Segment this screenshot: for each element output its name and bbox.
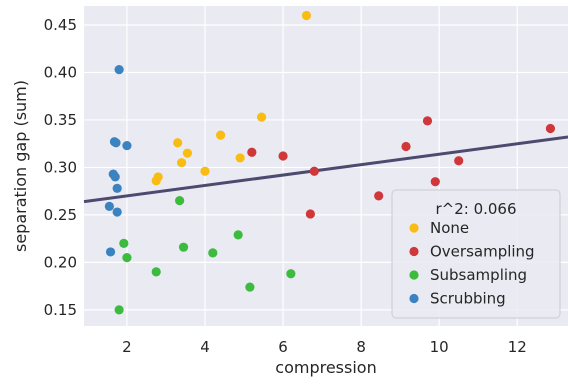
- legend-marker-none: [409, 223, 419, 233]
- point-scrubbing: [105, 247, 116, 257]
- point-subsampling: [233, 230, 243, 240]
- x-tick-label: 10: [430, 338, 449, 356]
- legend-label-subsampling: Subsampling: [430, 266, 527, 284]
- x-tick-label: 2: [122, 338, 132, 356]
- point-subsampling: [286, 269, 296, 279]
- x-tick-labels: 2 4 6 8 10 12: [122, 338, 527, 356]
- fit-line-layer: [83, 135, 568, 204]
- point-oversampling: [401, 141, 411, 152]
- y-tick-label: 0.25: [44, 206, 77, 224]
- x-tick-label: 12: [508, 338, 527, 356]
- legend: r^2: 0.066 None Oversampling Subsampling Sc…: [391, 189, 561, 319]
- regression-line: [83, 135, 568, 204]
- point-none: [256, 112, 267, 122]
- point-subsampling: [122, 253, 132, 263]
- point-oversampling: [545, 123, 556, 134]
- point-none: [301, 10, 312, 21]
- y-tick-label: 0.45: [44, 16, 77, 34]
- y-tick-labels: 0.15 0.20 0.25 0.30 0.35 0.40 0.45: [44, 16, 77, 319]
- point-oversampling: [278, 151, 288, 161]
- point-oversampling: [247, 147, 257, 157]
- point-scrubbing: [104, 201, 114, 211]
- x-axis-label: compression: [275, 358, 376, 377]
- legend-box: [391, 189, 561, 319]
- point-subsampling: [151, 267, 161, 277]
- y-tick-label: 0.30: [44, 158, 77, 176]
- point-scrubbing: [110, 172, 120, 182]
- y-tick-label: 0.35: [44, 111, 77, 129]
- point-subsampling: [175, 196, 185, 206]
- point-scrubbing: [111, 138, 121, 148]
- legend-label-none: None: [430, 219, 469, 237]
- point-oversampling: [305, 209, 315, 219]
- legend-marker-oversampling: [409, 246, 419, 257]
- y-axis-label: separation gap (sum): [11, 80, 30, 252]
- legend-marker-subsampling: [409, 270, 419, 280]
- x-tick-label: 4: [200, 338, 210, 356]
- point-scrubbing: [112, 183, 122, 193]
- point-subsampling: [119, 238, 129, 248]
- legend-marker-scrubbing: [409, 293, 419, 304]
- point-subsampling: [208, 248, 218, 258]
- point-subsampling: [245, 282, 255, 292]
- y-tick-label: 0.20: [44, 253, 77, 271]
- x-tick-label: 6: [278, 338, 288, 356]
- point-none: [153, 172, 163, 182]
- point-none: [235, 153, 245, 163]
- point-subsampling: [178, 242, 189, 252]
- legend-title: r^2: 0.066: [435, 200, 516, 218]
- data-points: [104, 10, 556, 315]
- point-scrubbing: [112, 207, 122, 217]
- point-none: [173, 138, 183, 148]
- legend-label-scrubbing: Scrubbing: [430, 290, 506, 308]
- point-oversampling: [374, 191, 384, 201]
- y-tick-label: 0.40: [44, 63, 77, 81]
- point-oversampling: [430, 177, 440, 187]
- point-oversampling: [309, 166, 319, 176]
- point-oversampling: [422, 116, 433, 126]
- point-none: [176, 158, 187, 168]
- point-none: [182, 148, 193, 158]
- point-subsampling: [114, 305, 124, 315]
- point-oversampling: [454, 156, 464, 166]
- grid: [84, 6, 568, 326]
- point-scrubbing: [114, 65, 124, 75]
- y-tick-label: 0.15: [44, 301, 77, 319]
- point-scrubbing: [122, 140, 132, 151]
- point-none: [216, 130, 226, 140]
- legend-label-oversampling: Oversampling: [430, 243, 535, 261]
- point-none: [200, 166, 210, 176]
- x-tick-label: 8: [356, 338, 366, 356]
